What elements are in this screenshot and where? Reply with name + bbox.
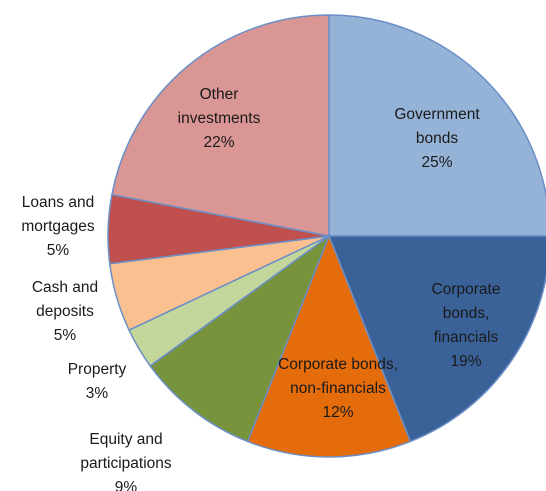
slice-label: Corporate bonds, financials 19% — [416, 278, 516, 374]
value-label: 9% — [114, 479, 138, 491]
category-label: Corporate bonds, non-financials — [278, 356, 398, 397]
slice-label: Other investments 22% — [164, 83, 274, 155]
value-label: 19% — [450, 353, 482, 370]
value-label: 22% — [203, 134, 235, 151]
slice-label: Corporate bonds, non-financials 12% — [278, 353, 398, 425]
slice-label: Equity and participations 9% — [51, 428, 201, 491]
pie-slice — [111, 14, 330, 237]
value-label: 25% — [421, 154, 453, 171]
value-label: 12% — [322, 404, 354, 421]
category-label: Loans and mortgages — [21, 194, 95, 235]
category-label: Cash and deposits — [31, 279, 99, 320]
category-label: Equity and participations — [80, 431, 172, 472]
slice-label: Property 3% — [47, 358, 147, 406]
pie-slice — [149, 233, 331, 443]
pie-slice — [327, 235, 546, 443]
category-label: Property — [67, 361, 127, 378]
category-label: Other investments — [177, 86, 261, 127]
pie-slice — [246, 233, 412, 458]
value-label: 3% — [85, 385, 109, 402]
category-label: Corporate bonds, financials — [431, 281, 501, 346]
category-label: Government bonds — [394, 106, 480, 147]
value-label: 5% — [53, 327, 77, 344]
slice-label: Government bonds 25% — [377, 103, 497, 175]
slice-label: Cash and deposits 5% — [15, 276, 115, 348]
value-label: 5% — [46, 242, 70, 259]
slice-label: Loans and mortgages 5% — [8, 191, 108, 263]
